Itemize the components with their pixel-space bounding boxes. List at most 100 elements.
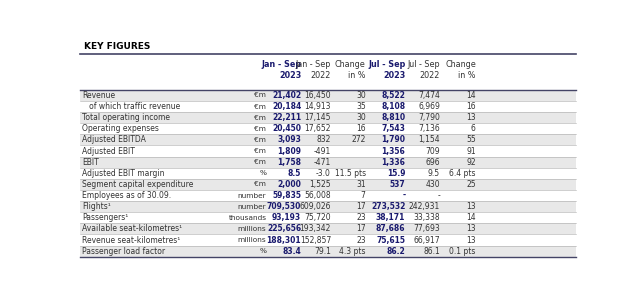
Text: 188,301: 188,301 (267, 235, 301, 244)
Text: 75,615: 75,615 (376, 235, 405, 244)
Text: 709,530: 709,530 (267, 202, 301, 211)
Text: 30: 30 (356, 113, 365, 122)
Bar (80, 90, 576, 101)
Bar (80, 112, 576, 123)
Text: 1,356: 1,356 (381, 147, 405, 155)
Text: 30: 30 (356, 91, 365, 100)
Text: 537: 537 (390, 180, 405, 189)
Text: 79.1: 79.1 (314, 247, 331, 256)
Text: 16,450: 16,450 (305, 91, 331, 100)
Text: 17: 17 (356, 202, 365, 211)
Text: 1,758: 1,758 (277, 158, 301, 167)
Text: €m: €m (255, 92, 266, 98)
Text: 20,450: 20,450 (272, 124, 301, 133)
Text: Segment capital expenditure: Segment capital expenditure (83, 180, 194, 189)
Text: Change
in %: Change in % (335, 60, 365, 80)
Text: 87,686: 87,686 (376, 224, 405, 233)
Text: 7,136: 7,136 (419, 124, 440, 133)
Text: Revenue seat-kilometres¹: Revenue seat-kilometres¹ (83, 235, 180, 244)
Text: number: number (238, 204, 266, 210)
Text: 7: 7 (361, 191, 365, 200)
Text: 1,525: 1,525 (309, 180, 331, 189)
Text: Adjusted EBIT: Adjusted EBIT (83, 147, 135, 155)
Text: 25: 25 (466, 180, 476, 189)
Text: 22,211: 22,211 (272, 113, 301, 122)
Text: 709: 709 (426, 147, 440, 155)
Text: -491: -491 (314, 147, 331, 155)
Text: millions: millions (238, 226, 266, 232)
Text: 13: 13 (466, 113, 476, 122)
Text: KEY FIGURES: KEY FIGURES (84, 42, 150, 51)
Text: 8.5: 8.5 (288, 169, 301, 178)
Text: 273,532: 273,532 (371, 202, 405, 211)
Text: €m: €m (255, 115, 266, 121)
Text: 193,342: 193,342 (300, 224, 331, 233)
Text: 2,000: 2,000 (277, 180, 301, 189)
Text: 59,835: 59,835 (272, 191, 301, 200)
Text: Operating expenses: Operating expenses (83, 124, 159, 133)
Text: 16: 16 (466, 102, 476, 111)
Text: 13: 13 (466, 235, 476, 244)
Text: Passenger load factor: Passenger load factor (83, 247, 166, 256)
Text: 31: 31 (356, 180, 365, 189)
Text: Employees as of 30.09.: Employees as of 30.09. (83, 191, 172, 200)
Text: thousands: thousands (228, 215, 266, 221)
Text: 8,810: 8,810 (381, 113, 405, 122)
Text: Passengers¹: Passengers¹ (83, 213, 129, 222)
Text: millions: millions (238, 237, 266, 243)
Text: Available seat-kilometres¹: Available seat-kilometres¹ (83, 224, 182, 233)
Text: 14,913: 14,913 (305, 102, 331, 111)
Text: 93,193: 93,193 (272, 213, 301, 222)
Text: of which traffic revenue: of which traffic revenue (83, 102, 180, 111)
Text: 14: 14 (466, 213, 476, 222)
Text: 11.5 pts: 11.5 pts (335, 169, 365, 178)
Text: 6.4 pts: 6.4 pts (449, 169, 476, 178)
Text: 20,184: 20,184 (272, 102, 301, 111)
Text: 17: 17 (356, 224, 365, 233)
Text: -: - (437, 191, 440, 200)
Bar (80, 246, 576, 257)
Text: €m: €m (255, 148, 266, 154)
Text: 430: 430 (426, 180, 440, 189)
Text: 6: 6 (471, 124, 476, 133)
Text: 83.4: 83.4 (282, 247, 301, 256)
Text: 17,145: 17,145 (305, 113, 331, 122)
Text: €m: €m (255, 181, 266, 187)
Text: 3,093: 3,093 (277, 135, 301, 144)
Text: 0.1 pts: 0.1 pts (449, 247, 476, 256)
Text: 33,338: 33,338 (413, 213, 440, 222)
Text: Jul - Sep
2023: Jul - Sep 2023 (368, 60, 405, 80)
Text: 13: 13 (466, 202, 476, 211)
Text: 7,790: 7,790 (418, 113, 440, 122)
Text: 23: 23 (356, 235, 365, 244)
Text: Change
in %: Change in % (445, 60, 476, 80)
Text: 6,969: 6,969 (418, 102, 440, 111)
Text: Total operating income: Total operating income (83, 113, 170, 122)
Text: 38,171: 38,171 (376, 213, 405, 222)
Text: 4.3 pts: 4.3 pts (339, 247, 365, 256)
Text: 16: 16 (356, 124, 365, 133)
Bar (80, 157, 576, 168)
Text: 75,720: 75,720 (305, 213, 331, 222)
Text: 86.1: 86.1 (423, 247, 440, 256)
Text: 1,336: 1,336 (381, 158, 405, 167)
Text: %: % (259, 170, 266, 176)
Text: 21,402: 21,402 (272, 91, 301, 100)
Bar (80, 201, 576, 212)
Text: 8,108: 8,108 (381, 102, 405, 111)
Text: 696: 696 (426, 158, 440, 167)
Text: 23: 23 (356, 213, 365, 222)
Text: 272: 272 (351, 135, 365, 144)
Text: 7,474: 7,474 (418, 91, 440, 100)
Text: 14: 14 (466, 91, 476, 100)
Bar (80, 134, 576, 146)
Text: Flights¹: Flights¹ (83, 202, 111, 211)
Text: Adjusted EBIT margin: Adjusted EBIT margin (83, 169, 165, 178)
Text: 17,652: 17,652 (305, 124, 331, 133)
Text: €m: €m (255, 137, 266, 143)
Text: -3.0: -3.0 (316, 169, 331, 178)
Text: %: % (259, 248, 266, 254)
Text: 77,693: 77,693 (413, 224, 440, 233)
Text: Jul - Sep
2022: Jul - Sep 2022 (408, 60, 440, 80)
Text: €m: €m (255, 126, 266, 132)
